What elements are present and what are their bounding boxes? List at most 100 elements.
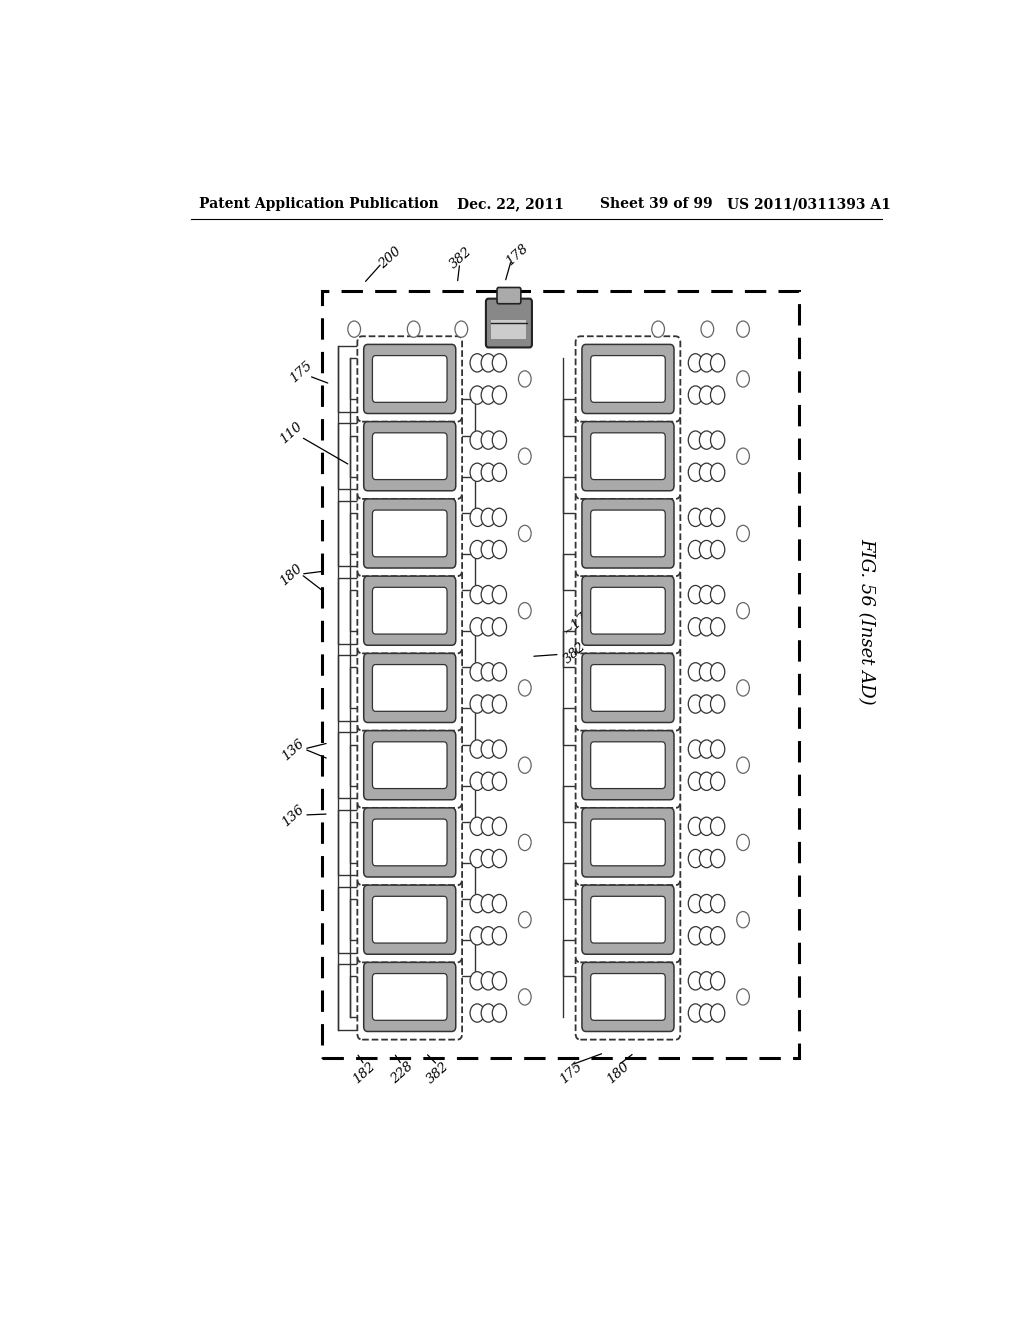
FancyBboxPatch shape: [486, 298, 531, 347]
Text: Dec. 22, 2011: Dec. 22, 2011: [458, 197, 564, 211]
Circle shape: [736, 680, 750, 696]
Circle shape: [481, 817, 496, 836]
Text: 175: 175: [557, 1060, 585, 1086]
Text: Patent Application Publication: Patent Application Publication: [200, 197, 439, 211]
Circle shape: [699, 663, 714, 681]
FancyBboxPatch shape: [591, 818, 666, 866]
FancyBboxPatch shape: [364, 499, 456, 568]
Circle shape: [493, 540, 507, 558]
Circle shape: [518, 834, 531, 850]
Circle shape: [481, 385, 496, 404]
Circle shape: [736, 321, 750, 338]
Circle shape: [348, 321, 360, 338]
FancyBboxPatch shape: [591, 355, 666, 403]
Circle shape: [493, 741, 507, 758]
Circle shape: [736, 912, 750, 928]
FancyBboxPatch shape: [591, 664, 666, 711]
Circle shape: [699, 741, 714, 758]
Circle shape: [470, 430, 484, 449]
Circle shape: [652, 321, 665, 338]
Circle shape: [688, 849, 702, 867]
Text: 175: 175: [288, 359, 314, 385]
Circle shape: [688, 895, 702, 912]
Circle shape: [481, 972, 496, 990]
FancyBboxPatch shape: [364, 731, 456, 800]
FancyBboxPatch shape: [582, 576, 674, 645]
Text: 182: 182: [351, 1060, 378, 1086]
Circle shape: [493, 849, 507, 867]
Circle shape: [699, 430, 714, 449]
Text: 382: 382: [424, 1060, 452, 1086]
FancyBboxPatch shape: [364, 886, 456, 954]
FancyBboxPatch shape: [582, 421, 674, 491]
Text: Sheet 39 of 99: Sheet 39 of 99: [600, 197, 713, 211]
Circle shape: [493, 927, 507, 945]
Text: 136: 136: [280, 803, 307, 829]
Circle shape: [699, 972, 714, 990]
Circle shape: [481, 540, 496, 558]
Circle shape: [711, 385, 725, 404]
Circle shape: [699, 354, 714, 372]
FancyBboxPatch shape: [582, 499, 674, 568]
Text: 180: 180: [278, 562, 304, 589]
FancyBboxPatch shape: [364, 421, 456, 491]
Circle shape: [688, 741, 702, 758]
Circle shape: [481, 508, 496, 527]
FancyBboxPatch shape: [575, 876, 680, 962]
Circle shape: [493, 463, 507, 482]
Circle shape: [688, 463, 702, 482]
FancyBboxPatch shape: [373, 742, 447, 788]
Circle shape: [699, 463, 714, 482]
Circle shape: [481, 895, 496, 912]
FancyBboxPatch shape: [575, 568, 680, 653]
Circle shape: [493, 618, 507, 636]
FancyBboxPatch shape: [364, 808, 456, 876]
Circle shape: [711, 463, 725, 482]
Circle shape: [688, 618, 702, 636]
Circle shape: [711, 741, 725, 758]
Text: 382: 382: [561, 640, 589, 667]
Circle shape: [518, 680, 531, 696]
FancyBboxPatch shape: [373, 433, 447, 479]
Circle shape: [481, 618, 496, 636]
FancyBboxPatch shape: [357, 645, 462, 731]
Circle shape: [711, 927, 725, 945]
Circle shape: [688, 663, 702, 681]
Circle shape: [493, 586, 507, 603]
Bar: [323, 290, 799, 1057]
Circle shape: [518, 602, 531, 619]
Circle shape: [688, 354, 702, 372]
Text: 110: 110: [278, 420, 304, 446]
FancyBboxPatch shape: [591, 896, 666, 942]
Circle shape: [518, 447, 531, 465]
FancyBboxPatch shape: [357, 413, 462, 499]
FancyBboxPatch shape: [357, 954, 462, 1040]
Circle shape: [699, 772, 714, 791]
Circle shape: [481, 694, 496, 713]
Circle shape: [493, 354, 507, 372]
Circle shape: [688, 430, 702, 449]
Circle shape: [455, 321, 468, 338]
Circle shape: [699, 694, 714, 713]
FancyBboxPatch shape: [357, 491, 462, 576]
Circle shape: [699, 508, 714, 527]
Circle shape: [470, 817, 484, 836]
Circle shape: [470, 927, 484, 945]
FancyBboxPatch shape: [373, 818, 447, 866]
Circle shape: [711, 694, 725, 713]
Circle shape: [699, 895, 714, 912]
Circle shape: [481, 354, 496, 372]
Circle shape: [736, 834, 750, 850]
Circle shape: [481, 663, 496, 681]
Circle shape: [699, 1005, 714, 1022]
Circle shape: [711, 430, 725, 449]
Circle shape: [688, 694, 702, 713]
Circle shape: [481, 586, 496, 603]
Circle shape: [481, 463, 496, 482]
Circle shape: [699, 927, 714, 945]
FancyBboxPatch shape: [373, 974, 447, 1020]
FancyBboxPatch shape: [575, 413, 680, 499]
Circle shape: [736, 989, 750, 1005]
Circle shape: [481, 927, 496, 945]
FancyBboxPatch shape: [357, 568, 462, 653]
